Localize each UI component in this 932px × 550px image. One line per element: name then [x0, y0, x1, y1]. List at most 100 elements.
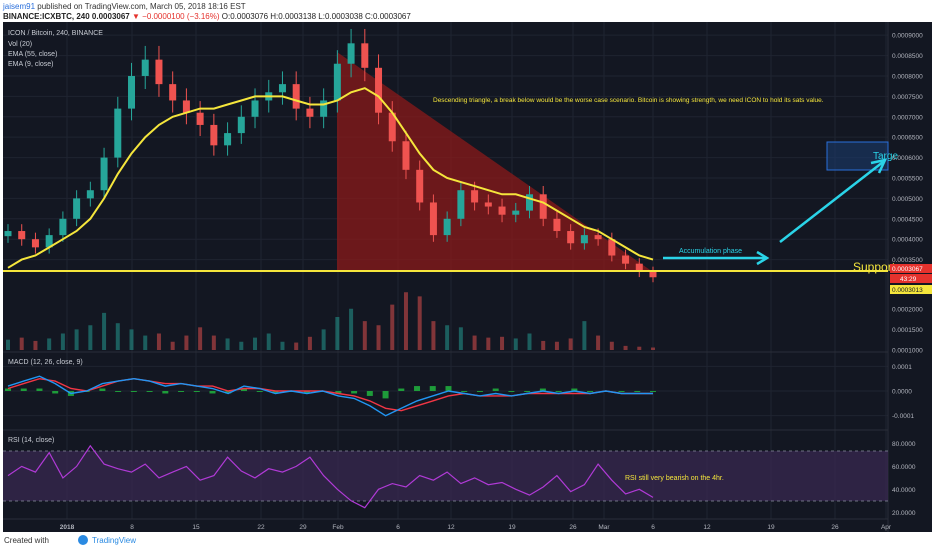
macd-histogram-bar: [634, 391, 641, 392]
target-label: Targe: [873, 151, 898, 162]
last-price: 0.0003067: [91, 12, 130, 21]
candle-body: [484, 202, 492, 207]
candle-body: [416, 169, 424, 203]
time-tick-label: 19: [767, 524, 775, 531]
candle-body: [388, 112, 396, 142]
volume-bar: [486, 337, 491, 350]
candle-body: [31, 239, 39, 248]
volume-bar: [211, 335, 216, 350]
time-axis[interactable]: 2018 8 15 22 29 Feb 6 12 19 26 Mar 6 12 19 26 Apr: [60, 524, 892, 531]
volume-bar: [19, 337, 24, 350]
volume-bar: [582, 321, 587, 350]
publish-text: published on TradingView.com, March 05, …: [35, 2, 246, 11]
macd-histogram-bar: [36, 388, 43, 391]
rsi-legend[interactable]: RSI (14, close): [8, 437, 54, 444]
candle-body: [471, 190, 479, 203]
descending-triangle[interactable]: [337, 52, 653, 272]
chart-area[interactable]: Support Targe Accumulation phase Descend…: [3, 22, 932, 532]
time-tick-label: Feb: [332, 524, 344, 531]
volume-bar: [568, 338, 573, 350]
volume-bar: [609, 341, 614, 350]
volume-bar: [321, 329, 326, 350]
candle-body: [100, 157, 108, 191]
volume-bar: [47, 338, 52, 350]
macd-histogram-bar: [5, 388, 11, 391]
price-axis[interactable]: 0.0009000 0.0008500 0.0008000 0.0007500 0.00…: [892, 33, 923, 517]
time-tick-label: 15: [192, 524, 200, 531]
tradingview-brand-link[interactable]: TradingView: [92, 536, 137, 545]
candle-body: [457, 190, 465, 219]
time-tick-label: 26: [831, 524, 839, 531]
volume-bar: [60, 333, 65, 350]
rsi-tick-label: 40.0000: [892, 487, 916, 494]
candle-body: [347, 43, 355, 64]
volume-bar: [349, 308, 354, 350]
volume-bar: [623, 345, 628, 350]
rsi-tick-label: 60.0000: [892, 464, 916, 471]
macd-histogram-bar: [115, 391, 122, 392]
price-tick-label: 0.0009000: [892, 33, 923, 40]
candle-body: [567, 231, 575, 244]
volume-tick-label: 0.0001500: [892, 327, 923, 334]
ema9-legend[interactable]: EMA (9, close): [8, 61, 54, 68]
time-tick-label: 22: [257, 524, 265, 531]
vol-legend[interactable]: Vol (20): [8, 41, 32, 48]
macd-histogram-bar: [162, 391, 169, 394]
footer: Created with TradingView: [0, 532, 932, 550]
macd-histogram-bar: [272, 391, 279, 394]
volume-bar: [6, 339, 10, 350]
volume-bar: [472, 335, 477, 350]
macd-histogram-bar: [225, 391, 232, 394]
macd-histogram-bar: [618, 391, 625, 392]
time-tick-label: 12: [447, 524, 455, 531]
support-price-tag: [890, 285, 932, 294]
macd-histogram-bar: [193, 391, 200, 392]
candle-body: [141, 59, 149, 76]
volume-bar: [280, 341, 285, 350]
macd-histogram-bar: [366, 391, 373, 396]
macd-histogram-bar: [146, 391, 153, 392]
support-label: Support: [853, 260, 896, 274]
chart-svg[interactable]: Support Targe Accumulation phase Descend…: [3, 22, 932, 532]
volume-bar: [637, 346, 642, 350]
macd-histogram-bar: [508, 391, 515, 392]
candle-body: [73, 198, 81, 219]
last-price-tag-text: 0.0003067: [892, 266, 923, 273]
volume-bar: [225, 338, 230, 350]
price-tick-label: 0.0005500: [892, 175, 923, 182]
candle-body: [320, 100, 328, 117]
candle-body: [429, 202, 437, 236]
volume-bar: [431, 321, 436, 350]
macd-histogram-bar: [587, 391, 594, 392]
target-arrow[interactable]: [779, 161, 884, 243]
macd-histogram-bar: [335, 391, 342, 394]
volume-bar: [170, 341, 175, 350]
time-tick-label: 6: [651, 524, 655, 531]
volume-bar: [102, 312, 107, 350]
volume-bar: [129, 329, 134, 350]
author-link[interactable]: jaisem91: [3, 2, 36, 11]
candle-body: [18, 231, 26, 240]
candle-body: [539, 194, 547, 219]
price-tick-label: 0.0004500: [892, 216, 923, 223]
time-tick-label: 19: [508, 524, 516, 531]
tradingview-logo-icon: [78, 535, 88, 545]
macd-histogram-bar: [414, 386, 421, 391]
volume-bar: [596, 335, 601, 350]
macd-histogram-bar: [398, 388, 405, 391]
candle-body: [59, 218, 67, 236]
candle-body: [182, 100, 190, 113]
time-tick-label: 26: [569, 524, 577, 531]
countdown-tag-text: 43:29: [900, 276, 917, 283]
volume-bar: [335, 317, 340, 350]
volume-bar: [294, 342, 299, 350]
volume-bar: [458, 327, 463, 350]
macd-legend[interactable]: MACD (12, 26, close, 9): [8, 359, 83, 366]
candle-body: [580, 235, 588, 244]
macd-histogram-bar: [650, 391, 656, 392]
candle-body: [375, 67, 383, 113]
ema55-legend[interactable]: EMA (55, close): [8, 51, 57, 58]
macd-histogram-bar: [99, 388, 106, 391]
price-candles: [4, 28, 657, 283]
macd-histogram-bar: [303, 391, 310, 394]
